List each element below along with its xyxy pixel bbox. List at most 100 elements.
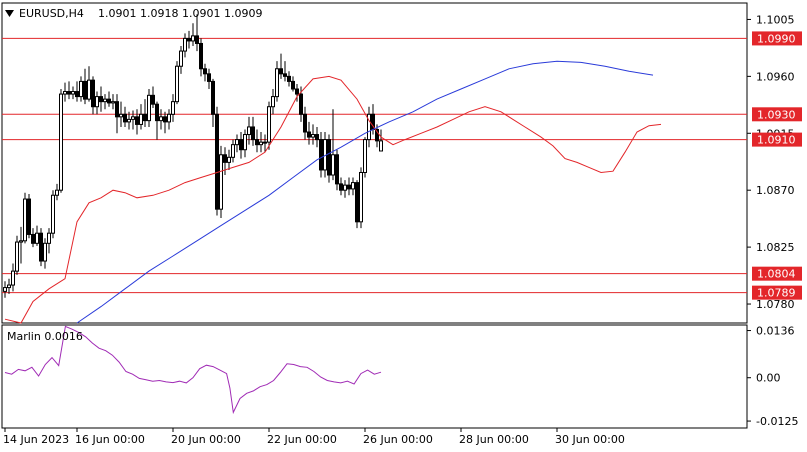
bullish-candle (171, 101, 175, 115)
bearish-candle (143, 113, 147, 122)
bullish-candle (103, 98, 107, 103)
bullish-candle (343, 184, 347, 191)
bearish-candle (187, 37, 191, 42)
bullish-candle (111, 101, 115, 104)
bearish-candle (115, 101, 119, 118)
bearish-candle (195, 35, 199, 44)
bullish-candle (219, 154, 223, 210)
bearish-candle (339, 183, 343, 191)
bullish-candle (351, 182, 355, 190)
time-axis-label: 22 Jun 00:00 (267, 433, 337, 446)
bullish-candle (95, 96, 99, 108)
level-badge-label: 1.0804 (757, 268, 796, 281)
bearish-candle (307, 131, 311, 138)
bullish-candle (247, 126, 251, 136)
price-plot-frame (1, 2, 748, 324)
bullish-candle (63, 91, 67, 95)
bullish-candle (175, 65, 179, 103)
time-axis-label: 14 Jun 2023 (3, 433, 69, 446)
bullish-candle (243, 134, 247, 151)
bullish-candle (7, 284, 11, 289)
bearish-candle (375, 128, 379, 142)
indicator-axis-label: 0.0136 (756, 325, 795, 338)
bullish-candle (267, 106, 271, 143)
bullish-candle (183, 37, 187, 52)
bullish-candle (331, 154, 335, 176)
level-badge (752, 132, 802, 147)
bearish-candle (211, 80, 215, 115)
indicator-axis-label: 0.00 (756, 372, 781, 385)
level-badge-label: 1.0930 (757, 108, 796, 121)
indicator-panel: 0.0136 0.00 -0.0125 Marlin 0.0016 (1, 324, 798, 429)
ohlc-label: 1.0901 1.0918 1.0901 1.0909 (98, 7, 262, 20)
time-axis-label: 20 Jun 00:00 (171, 433, 241, 446)
level-badge (752, 107, 802, 122)
bullish-candle (311, 134, 315, 138)
bearish-candle (347, 184, 351, 190)
bullish-candle (119, 113, 123, 118)
bullish-candle (363, 139, 367, 173)
price-axis-label: 1.0870 (756, 184, 795, 197)
bullish-candle (79, 80, 83, 98)
bullish-candle (87, 79, 91, 100)
bullish-candle (231, 144, 235, 158)
bearish-candle (163, 116, 167, 123)
bullish-candle (19, 240, 23, 243)
bullish-candle (59, 93, 63, 191)
level-badge-label: 1.0990 (757, 32, 796, 45)
bullish-candle (179, 50, 183, 67)
bullish-candle (271, 96, 275, 108)
bullish-candle (71, 91, 75, 95)
bearish-candle (291, 80, 295, 90)
triangle-down-icon[interactable] (5, 10, 14, 17)
bearish-candle (135, 116, 139, 125)
bearish-candle (287, 75, 291, 82)
bearish-candle (255, 139, 259, 146)
bullish-candle (47, 232, 51, 244)
bearish-candle (203, 68, 207, 75)
time-axis-label: 26 Jun 00:00 (363, 433, 433, 446)
bullish-candle (139, 113, 143, 125)
bullish-candle (35, 232, 39, 244)
bullish-candle (227, 156, 231, 163)
bearish-candle (295, 88, 299, 95)
price-axis-label: 1.0825 (756, 241, 795, 254)
price-axis-label: 1.0780 (756, 298, 795, 311)
bullish-candle (275, 68, 279, 98)
bullish-candle (127, 118, 131, 123)
bearish-candle (283, 73, 287, 77)
marlin-indicator-line (4, 325, 382, 415)
bearish-candle (319, 139, 323, 171)
bearish-candle (279, 68, 283, 75)
candlesticks (3, 14, 383, 298)
time-axis-label: 30 Jun 00:00 (555, 433, 625, 446)
bullish-candle (55, 189, 59, 196)
bearish-candle (215, 113, 219, 210)
bearish-candle (327, 139, 331, 176)
level-badge (752, 266, 802, 281)
bullish-candle (263, 141, 267, 144)
bullish-candle (235, 139, 239, 146)
bullish-candle (359, 171, 363, 223)
bearish-candle (67, 91, 71, 95)
bearish-candle (27, 198, 31, 235)
bearish-candle (151, 94, 155, 105)
indicator-label: Marlin 0.0016 (7, 330, 83, 343)
bullish-candle (51, 194, 55, 234)
level-badge-label: 1.0789 (757, 287, 796, 300)
bullish-candle (167, 113, 171, 123)
indicator-axis-label: -0.0125 (756, 415, 798, 428)
bearish-candle (207, 73, 211, 82)
bearish-candle (223, 154, 227, 163)
bearish-candle (355, 182, 359, 223)
bearish-candle (39, 232, 43, 262)
slow-moving-average-line (76, 60, 654, 324)
bullish-candle (367, 113, 371, 141)
bearish-candle (83, 80, 87, 100)
bullish-candle (3, 287, 7, 292)
bearish-candle (239, 139, 243, 151)
bearish-candle (315, 134, 319, 141)
